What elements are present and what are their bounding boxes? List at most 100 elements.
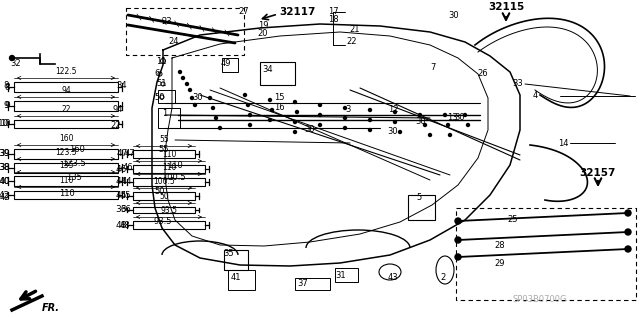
- Circle shape: [467, 123, 470, 127]
- Text: 49: 49: [221, 58, 231, 68]
- Bar: [14, 191, 118, 199]
- Bar: [260, 62, 295, 85]
- Text: 28: 28: [495, 241, 506, 250]
- Circle shape: [625, 210, 631, 216]
- Text: 32: 32: [11, 58, 21, 68]
- Text: 8: 8: [4, 83, 10, 92]
- Circle shape: [444, 114, 447, 116]
- Circle shape: [399, 130, 401, 133]
- Bar: [133, 165, 205, 173]
- Bar: [14, 101, 118, 111]
- Text: 31: 31: [336, 271, 346, 279]
- Text: SP03B0700G: SP03B0700G: [513, 295, 567, 305]
- Circle shape: [191, 97, 193, 100]
- Text: 160: 160: [69, 145, 85, 153]
- Text: 27: 27: [239, 8, 250, 17]
- Bar: [14, 82, 118, 92]
- Text: 22: 22: [61, 105, 71, 114]
- Text: 14: 14: [557, 138, 568, 147]
- Bar: [222, 58, 238, 72]
- Circle shape: [246, 103, 250, 107]
- Bar: [133, 150, 195, 158]
- Text: 110: 110: [167, 161, 183, 170]
- Circle shape: [344, 107, 346, 109]
- Text: 9: 9: [3, 100, 8, 109]
- Text: 94: 94: [113, 106, 124, 115]
- Text: 55: 55: [159, 145, 169, 153]
- Text: 32117: 32117: [280, 7, 316, 17]
- Text: 8: 8: [3, 81, 9, 91]
- Bar: [133, 192, 195, 200]
- Bar: [133, 221, 205, 229]
- Circle shape: [248, 114, 252, 116]
- Text: 18: 18: [328, 14, 339, 24]
- Text: 48: 48: [116, 220, 127, 229]
- Circle shape: [179, 70, 182, 73]
- Bar: [295, 278, 330, 290]
- Text: 43: 43: [388, 273, 398, 283]
- Circle shape: [455, 218, 461, 224]
- Circle shape: [394, 110, 397, 114]
- Text: 30: 30: [193, 93, 204, 102]
- Circle shape: [463, 114, 467, 116]
- Text: 93.5: 93.5: [154, 218, 172, 226]
- Text: 30: 30: [416, 117, 426, 127]
- Text: 30: 30: [305, 125, 316, 135]
- Text: 30: 30: [454, 114, 465, 122]
- Circle shape: [243, 93, 246, 97]
- Text: 6: 6: [154, 70, 160, 78]
- Text: 19: 19: [258, 21, 268, 31]
- Text: 42: 42: [0, 190, 10, 199]
- Bar: [14, 163, 118, 173]
- Text: 110: 110: [162, 150, 176, 159]
- Circle shape: [189, 88, 191, 92]
- Circle shape: [182, 77, 184, 79]
- Text: 55: 55: [159, 135, 169, 144]
- Text: 135: 135: [66, 174, 82, 182]
- Circle shape: [269, 99, 271, 101]
- Text: 32115: 32115: [488, 2, 524, 12]
- Bar: [335, 268, 358, 282]
- Text: 34: 34: [262, 65, 273, 75]
- Text: 100.5: 100.5: [162, 174, 186, 182]
- Text: 110: 110: [59, 189, 75, 197]
- Circle shape: [211, 107, 214, 109]
- Text: 110: 110: [162, 163, 176, 172]
- Text: 4: 4: [532, 92, 538, 100]
- Text: 100.5: 100.5: [153, 177, 175, 186]
- Text: 40: 40: [0, 176, 10, 186]
- Circle shape: [269, 118, 271, 122]
- Text: 36: 36: [120, 204, 131, 213]
- Circle shape: [394, 121, 397, 123]
- Text: 35: 35: [224, 249, 234, 257]
- Circle shape: [319, 114, 321, 116]
- Text: 50: 50: [159, 192, 169, 201]
- Text: 44: 44: [116, 177, 127, 187]
- Circle shape: [193, 103, 196, 107]
- Text: 7: 7: [430, 63, 436, 72]
- Text: 11: 11: [156, 56, 166, 65]
- Text: 12: 12: [388, 106, 398, 115]
- Circle shape: [218, 127, 221, 130]
- Circle shape: [455, 237, 461, 243]
- Text: 38: 38: [0, 164, 10, 173]
- Text: 44: 44: [122, 176, 132, 186]
- Text: 29: 29: [495, 258, 505, 268]
- Text: 3: 3: [346, 106, 351, 115]
- Text: 45: 45: [116, 191, 127, 201]
- Circle shape: [449, 133, 451, 137]
- Bar: [14, 176, 118, 186]
- Circle shape: [319, 123, 321, 127]
- Bar: [14, 120, 118, 128]
- Circle shape: [186, 83, 189, 85]
- Bar: [228, 270, 255, 290]
- Text: 160: 160: [59, 134, 73, 143]
- Text: 25: 25: [508, 214, 518, 224]
- Text: 21: 21: [349, 26, 360, 34]
- Text: 17: 17: [328, 8, 339, 17]
- Circle shape: [319, 103, 321, 107]
- Text: 110: 110: [59, 176, 73, 185]
- Text: 40: 40: [0, 176, 10, 186]
- Circle shape: [369, 118, 371, 122]
- Circle shape: [209, 97, 211, 100]
